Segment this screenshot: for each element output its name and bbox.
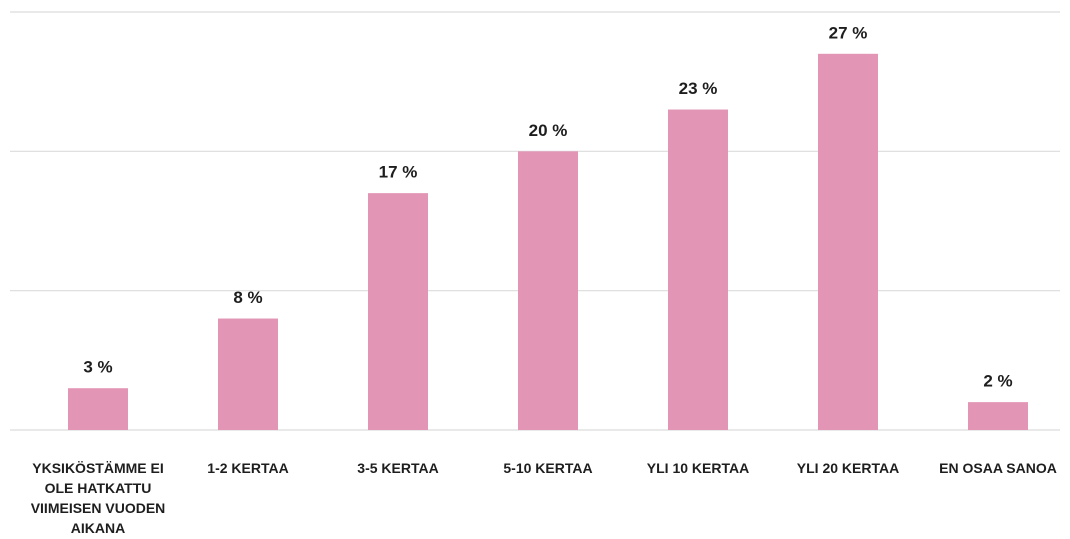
bar — [668, 109, 728, 431]
x-tick-label: 5-10 KERTAA — [503, 460, 593, 476]
value-label: 2 % — [983, 372, 1012, 391]
bar — [218, 318, 278, 430]
x-tick-label: 3-5 KERTAA — [357, 460, 439, 476]
bar — [368, 193, 428, 430]
x-tick-label: EN OSAA SANOA — [939, 460, 1057, 476]
value-label: 17 % — [379, 163, 418, 182]
bar — [818, 53, 878, 431]
bar — [518, 151, 578, 431]
x-tick-label: YLI 20 KERTAA — [796, 460, 900, 476]
value-label: 20 % — [529, 121, 568, 140]
x-tick-label: 1-2 KERTAA — [207, 460, 289, 476]
value-label: 3 % — [83, 358, 112, 377]
bar — [68, 388, 128, 430]
value-label: 8 % — [233, 288, 262, 307]
x-tick-label: YLI 10 KERTAA — [646, 460, 750, 476]
value-label: 27 % — [829, 23, 868, 42]
x-tick-label: YKSIKÖSTÄMME EI OLE HATKATTU VIIMEISEN V… — [30, 460, 166, 536]
value-label: 23 % — [679, 79, 718, 98]
bar — [968, 402, 1028, 430]
